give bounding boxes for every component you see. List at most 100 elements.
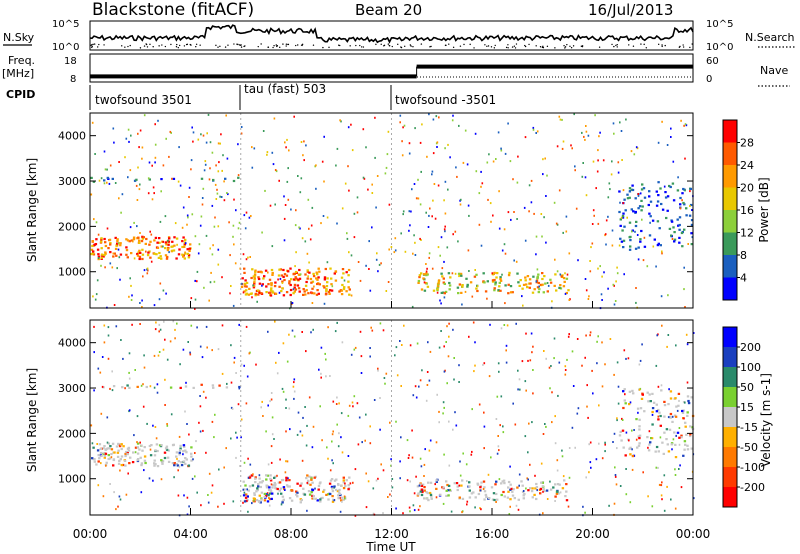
echo-point	[558, 115, 561, 118]
echo-point	[184, 252, 187, 255]
echo-point	[304, 293, 307, 296]
echo-point	[237, 143, 239, 146]
echo-point	[596, 170, 599, 173]
echo-point	[266, 485, 270, 488]
echo-point	[542, 488, 545, 491]
echo-point	[179, 447, 182, 450]
echo-point	[176, 243, 178, 246]
echo-point	[179, 444, 182, 447]
echo-point	[618, 210, 621, 214]
colorbar-tick-label: 16	[740, 204, 754, 217]
echo-point	[517, 498, 520, 501]
echo-point	[689, 433, 692, 436]
noise-trace	[89, 24, 694, 49]
echo-point	[281, 287, 284, 290]
echo-point	[306, 270, 309, 273]
echo-point	[486, 161, 489, 164]
echo-point	[210, 271, 212, 274]
echo-point	[542, 291, 545, 294]
echo-point	[271, 486, 274, 489]
echo-point	[344, 182, 347, 185]
echo-point	[126, 256, 129, 259]
echo-point	[128, 409, 131, 412]
nsearch-point	[643, 43, 645, 46]
echo-point	[227, 193, 229, 196]
echo-point	[428, 491, 432, 495]
echo-point	[618, 244, 621, 247]
echo-point	[335, 164, 337, 167]
echo-point	[479, 507, 481, 510]
echo-point	[464, 129, 467, 132]
echo-point	[689, 205, 691, 207]
echo-point	[687, 243, 689, 245]
echo-point	[506, 496, 510, 499]
echo-point	[592, 209, 595, 212]
echo-point	[259, 501, 262, 504]
echo-point	[509, 498, 512, 501]
echo-point	[598, 135, 600, 138]
echo-point	[235, 431, 237, 434]
echo-point	[364, 439, 366, 442]
echo-point	[661, 252, 663, 255]
echo-point	[609, 338, 612, 340]
echo-point	[581, 364, 583, 367]
colorbar-swatch	[723, 165, 737, 188]
echo-point	[442, 281, 445, 284]
echo-point	[310, 331, 312, 334]
echo-point	[257, 500, 261, 503]
echo-point	[619, 237, 622, 240]
echo-point	[306, 269, 309, 272]
echo-point	[132, 240, 134, 243]
echo-point	[651, 219, 655, 222]
echo-point	[103, 341, 106, 344]
echo-point	[104, 251, 107, 254]
echo-point	[299, 227, 301, 230]
echo-point	[496, 452, 499, 455]
echo-point	[483, 425, 486, 428]
echo-point	[623, 388, 626, 391]
noise-panel: N.Sky 10^5 10^0 10^5 10^0 N.Search	[3, 19, 795, 53]
echo-point	[457, 272, 461, 275]
echo-point	[256, 489, 259, 492]
echo-point	[271, 271, 274, 275]
echo-point	[297, 273, 301, 276]
echo-point	[637, 246, 640, 249]
echo-point	[585, 289, 588, 292]
echo-point	[683, 203, 686, 206]
echo-point	[629, 190, 631, 192]
x-tick-label: 04:00	[173, 527, 208, 541]
echo-point	[149, 240, 152, 243]
echo-point	[642, 187, 646, 190]
echo-point	[399, 477, 401, 480]
echo-point	[374, 116, 376, 119]
echo-point	[683, 448, 686, 451]
echo-point	[444, 180, 447, 183]
echo-point	[211, 349, 213, 352]
echo-point	[549, 281, 553, 284]
echo-point	[103, 456, 106, 459]
echo-point	[120, 211, 122, 214]
echo-point	[427, 226, 430, 228]
echo-point	[164, 254, 168, 257]
echo-point	[125, 253, 128, 256]
echo-point	[443, 406, 445, 409]
echo-point	[660, 295, 663, 298]
echo-point	[522, 490, 525, 492]
echo-point	[126, 453, 129, 456]
echo-point	[314, 497, 317, 500]
echo-point	[129, 169, 132, 172]
echo-point	[567, 289, 570, 292]
echo-point	[285, 291, 289, 294]
echo-point	[245, 325, 248, 328]
echo-point	[468, 496, 472, 499]
echo-point	[253, 273, 257, 276]
echo-point	[141, 248, 144, 251]
echo-point	[655, 265, 657, 268]
echo-point	[114, 182, 117, 184]
echo-point	[678, 399, 680, 402]
echo-point	[509, 465, 511, 468]
echo-point	[499, 289, 502, 292]
echo-point	[331, 487, 334, 490]
echo-point	[213, 225, 216, 228]
echo-point	[308, 271, 311, 274]
